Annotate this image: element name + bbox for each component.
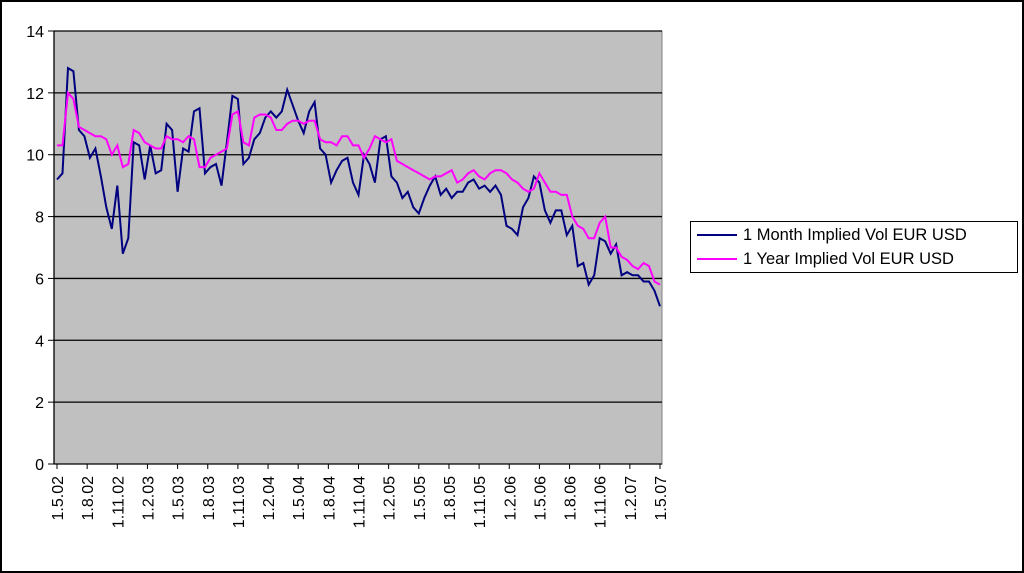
x-tick-label-13: 1.8.05 <box>442 476 459 521</box>
y-tick-label-8: 8 <box>35 210 44 227</box>
x-tick-label-15: 1.2.06 <box>502 476 519 521</box>
x-tick-label-1: 1.8.02 <box>80 476 97 521</box>
x-tick-label-7: 1.2.04 <box>261 476 278 521</box>
x-tick-label-11: 1.2.05 <box>382 476 399 521</box>
x-tick-label-18: 1.11.06 <box>593 476 610 528</box>
legend-swatch-1-year <box>697 258 737 260</box>
x-tick-label-2: 1.11.02 <box>110 476 127 528</box>
legend-label-1-month: 1 Month Implied Vol EUR USD <box>743 225 967 244</box>
y-tick-label-4: 4 <box>35 333 44 350</box>
y-tick-label-6: 6 <box>35 271 44 288</box>
y-tick-label-10: 10 <box>26 148 44 165</box>
y-tick-label-14: 14 <box>26 24 44 41</box>
x-tick-label-0: 1.5.02 <box>50 476 67 521</box>
x-tick-label-19: 1.2.07 <box>623 476 640 521</box>
y-tick-label-2: 2 <box>35 395 44 412</box>
x-tick-label-20: 1.5.07 <box>653 476 670 521</box>
x-tick-label-6: 1.11.03 <box>231 476 248 528</box>
x-tick-label-16: 1.5.06 <box>532 476 549 521</box>
x-tick-label-5: 1.8.03 <box>201 476 218 521</box>
x-tick-label-10: 1.11.04 <box>352 476 369 528</box>
legend-swatch-1-month <box>697 234 737 236</box>
legend: 1 Month Implied Vol EUR USD 1 Year Impli… <box>690 221 1018 273</box>
x-tick-label-4: 1.5.03 <box>171 476 188 521</box>
legend-item-1-month: 1 Month Implied Vol EUR USD <box>697 224 967 246</box>
legend-item-1-year: 1 Year Implied Vol EUR USD <box>697 248 954 270</box>
x-tick-label-9: 1.8.04 <box>321 476 338 521</box>
x-tick-label-17: 1.8.06 <box>563 476 580 521</box>
y-tick-label-0: 0 <box>35 457 44 474</box>
series-line-1 <box>57 90 661 286</box>
x-tick-label-8: 1.5.04 <box>291 476 308 521</box>
series-line-0 <box>56 66 661 307</box>
x-tick-label-3: 1.2.03 <box>140 476 157 521</box>
plot-background <box>53 30 663 465</box>
x-tick-label-14: 1.11.05 <box>472 476 489 528</box>
legend-label-1-year: 1 Year Implied Vol EUR USD <box>743 249 954 268</box>
x-tick-label-12: 1.5.05 <box>412 476 429 521</box>
y-tick-label-12: 12 <box>26 86 44 103</box>
